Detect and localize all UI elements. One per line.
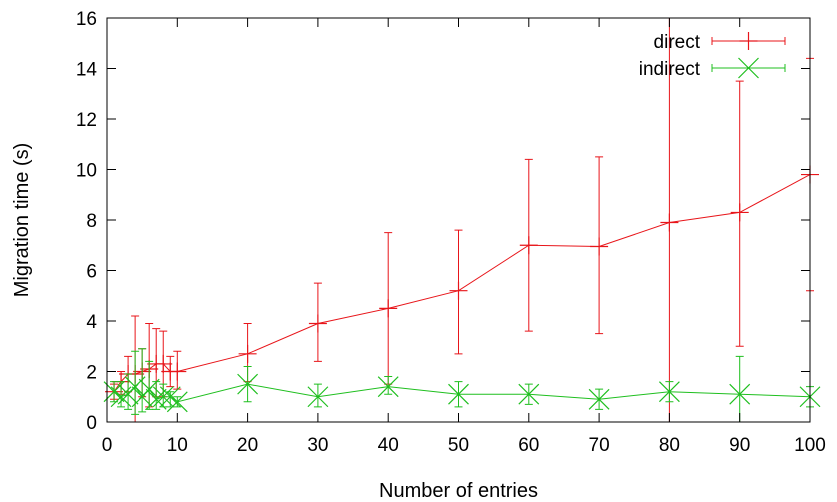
x-tick-label: 100 bbox=[794, 435, 826, 456]
indirect-error-bar bbox=[384, 376, 393, 395]
indirect-line bbox=[113, 383, 811, 403]
indirect-error-bar bbox=[131, 350, 140, 415]
indirect-point bbox=[145, 388, 167, 410]
plot-frame bbox=[106, 17, 811, 423]
direct-point bbox=[168, 362, 187, 381]
x-axis-label: Number of entries bbox=[379, 480, 538, 502]
indirect-point bbox=[448, 383, 469, 405]
y-tick-label: 10 bbox=[76, 161, 97, 182]
indirect-point bbox=[588, 388, 610, 410]
y-tick-label: 2 bbox=[86, 363, 97, 384]
direct-point bbox=[730, 203, 749, 222]
indirect-point bbox=[237, 373, 259, 395]
series-layer bbox=[103, 17, 821, 423]
y-tick-label: 12 bbox=[76, 110, 97, 131]
indirect-point bbox=[166, 391, 188, 413]
direct-point bbox=[308, 314, 327, 333]
indirect-point bbox=[658, 381, 680, 403]
indirect-point bbox=[159, 386, 181, 408]
y-tick-label: 0 bbox=[86, 413, 97, 434]
indirect-error-bar bbox=[313, 383, 322, 408]
x-tick-label: 70 bbox=[589, 435, 610, 456]
direct-point bbox=[238, 344, 257, 363]
series-direct bbox=[105, 17, 819, 423]
series-indirect bbox=[103, 348, 821, 423]
indirect-point bbox=[377, 376, 399, 398]
legend-marker-direct bbox=[739, 32, 758, 50]
direct-point bbox=[449, 281, 468, 300]
direct-point bbox=[590, 237, 609, 256]
indirect-point bbox=[138, 378, 160, 400]
y-tick-label: 4 bbox=[86, 312, 97, 333]
legend-label-direct: direct bbox=[654, 32, 701, 53]
x-tick-label: 40 bbox=[378, 435, 399, 456]
direct-point bbox=[379, 299, 398, 318]
indirect-point bbox=[307, 386, 329, 408]
indirect-point bbox=[729, 383, 751, 405]
direct-point bbox=[519, 236, 538, 255]
direct-line bbox=[113, 174, 811, 392]
direct-point bbox=[660, 213, 679, 232]
indirect-point bbox=[124, 376, 146, 398]
indirect-error-bar bbox=[735, 355, 744, 423]
x-tick-label: 90 bbox=[729, 435, 750, 456]
legend-marker-indirect bbox=[738, 57, 759, 79]
x-tick-label: 60 bbox=[518, 435, 539, 456]
legend: direct indirect bbox=[639, 32, 786, 80]
y-tick-label: 6 bbox=[86, 262, 97, 283]
x-tick-label: 30 bbox=[307, 435, 328, 456]
x-tick-label: 10 bbox=[167, 435, 188, 456]
x-tick-label: 80 bbox=[659, 435, 680, 456]
y-tick-label: 8 bbox=[86, 211, 97, 232]
x-tick-label: 20 bbox=[237, 435, 258, 456]
indirect-point bbox=[152, 386, 174, 408]
y-axis-label: Migration time (s) bbox=[11, 143, 33, 297]
indirect-point bbox=[518, 383, 540, 405]
ticks-layer: 0 10 20 30 40 50 60 70 80 90 100 0 2 4 6 8 10 12 14 16 bbox=[76, 9, 826, 456]
y-tick-label: 16 bbox=[76, 9, 97, 30]
y-tick-label: 14 bbox=[76, 60, 98, 81]
direct-point bbox=[154, 354, 173, 373]
indirect-point bbox=[110, 386, 132, 408]
x-tick-label: 50 bbox=[448, 435, 469, 456]
x-tick-label: 0 bbox=[102, 435, 113, 456]
legend-label-indirect: indirect bbox=[639, 59, 701, 80]
